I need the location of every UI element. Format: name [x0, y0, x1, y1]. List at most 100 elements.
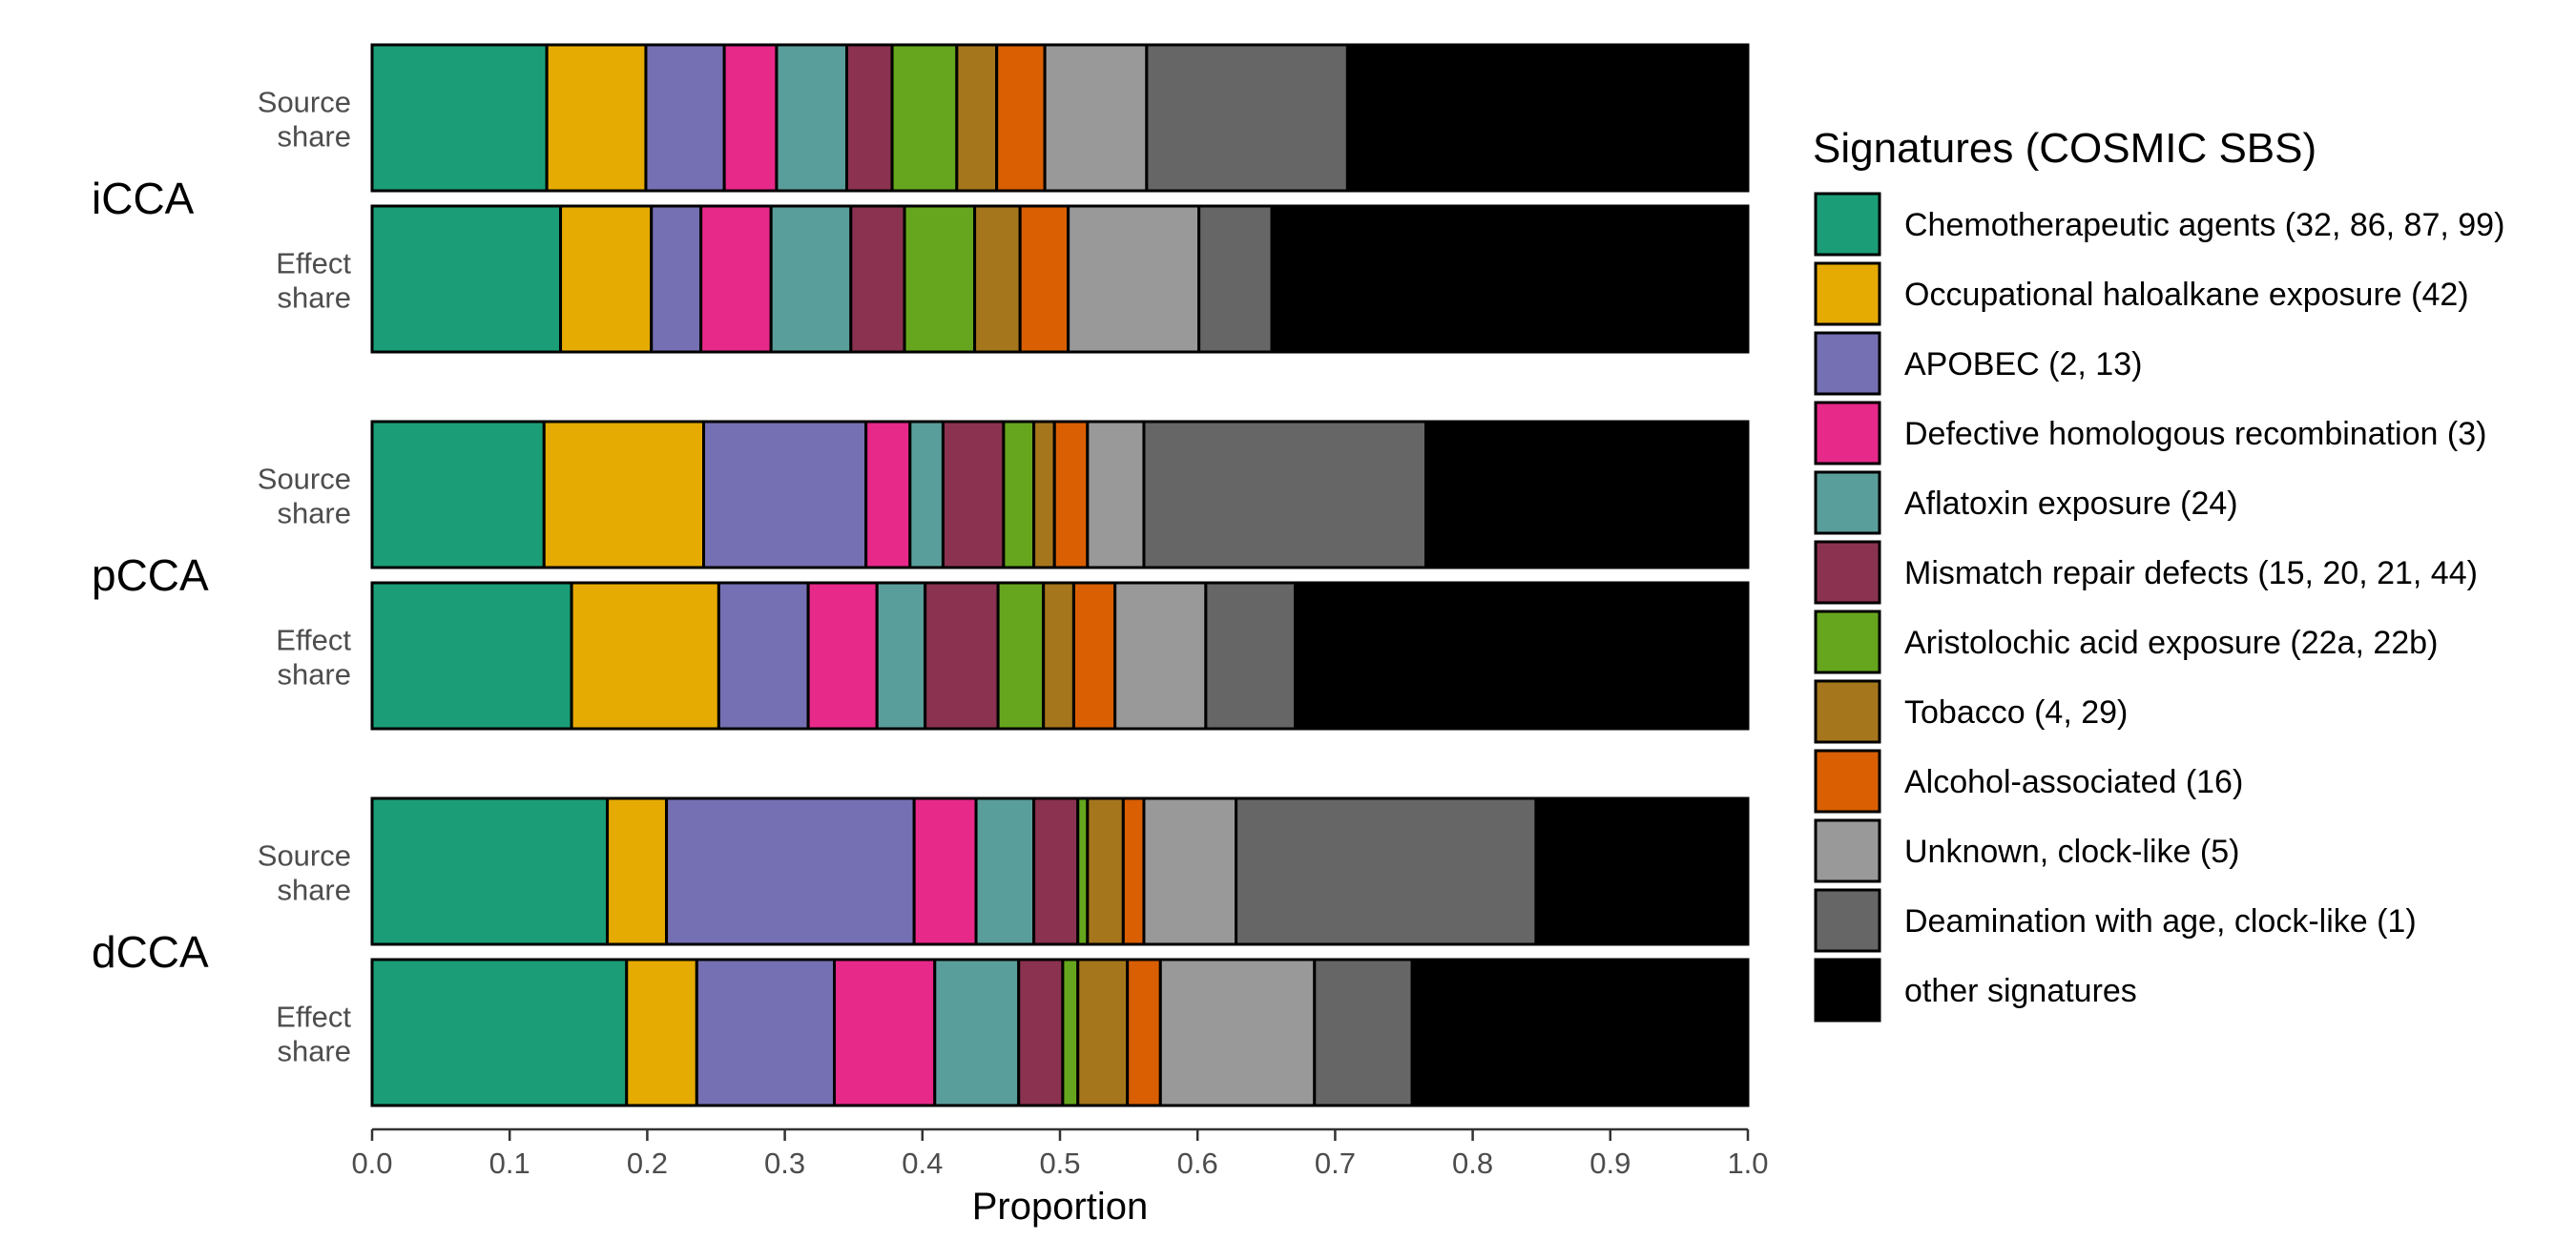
bar-segment-dcca-effect-4 [933, 958, 1021, 1107]
bar-segment-pcca-source-0 [370, 420, 546, 569]
legend-label: Chemotherapeutic agents (32, 86, 87, 99) [1904, 207, 2504, 243]
bar-segment-icca-effect-4 [769, 204, 853, 354]
bar-segment-icca-effect-10 [1197, 204, 1274, 354]
bar-segment-icca-source-8 [995, 43, 1047, 193]
legend: Signatures (COSMIC SBS) Chemotherapeutic… [1813, 125, 2504, 1023]
x-tick-label: 0.4 [902, 1147, 943, 1180]
bar-segment-pcca-source-3 [864, 420, 912, 569]
legend-swatch [1814, 610, 1881, 674]
bar-segment-pcca-source-11 [1424, 420, 1750, 569]
x-tick-label: 0.3 [764, 1147, 805, 1180]
bar-segment-dcca-source-7 [1086, 796, 1125, 946]
bar-segment-pcca-source-4 [908, 420, 945, 569]
legend-swatch [1814, 470, 1881, 535]
bar-segment-pcca-source-6 [1002, 420, 1036, 569]
bar-segment-icca-effect-0 [370, 204, 563, 354]
row-label-dcca-effect-line1: share [277, 1035, 351, 1068]
bar-segment-dcca-source-6 [1076, 796, 1090, 946]
bar-segment-icca-effect-8 [1018, 204, 1070, 354]
legend-label: Mismatch repair defects (15, 20, 21, 44) [1904, 555, 2478, 591]
bar-segment-icca-source-9 [1043, 43, 1149, 193]
legend-swatch [1814, 818, 1881, 883]
bar-segment-icca-effect-3 [699, 204, 773, 354]
x-tick-label: 0.9 [1589, 1147, 1631, 1180]
bar-segment-dcca-effect-5 [1017, 958, 1065, 1107]
bar-segment-dcca-source-8 [1121, 796, 1146, 946]
bar-segment-pcca-source-5 [941, 420, 1006, 569]
bar-segment-pcca-source-1 [542, 420, 706, 569]
bar-segment-pcca-effect-9 [1113, 581, 1208, 731]
bar-segment-pcca-source-8 [1052, 420, 1090, 569]
bar-segment-icca-effect-9 [1067, 204, 1201, 354]
legend-label: Alcohol-associated (16) [1904, 764, 2243, 800]
bar-segment-dcca-source-9 [1142, 796, 1238, 946]
legend-label: APOBEC (2, 13) [1904, 346, 2142, 382]
legend-swatch [1814, 192, 1881, 257]
group-label-icca: iCCA [92, 174, 195, 223]
bars-layer [370, 43, 1750, 1107]
group-label-dcca: dCCA [92, 927, 209, 977]
x-tick-label: 0.6 [1177, 1147, 1218, 1180]
bar-segment-pcca-effect-5 [924, 581, 1000, 731]
bar-segment-icca-effect-11 [1270, 204, 1750, 354]
bar-segment-dcca-effect-9 [1158, 958, 1317, 1107]
legend-swatch [1814, 540, 1881, 605]
bar-segment-icca-source-6 [890, 43, 959, 193]
bar-segment-dcca-source-2 [665, 796, 916, 946]
row-label-pcca-source-line0: Source [258, 463, 351, 496]
bar-segment-icca-effect-1 [559, 204, 654, 354]
x-axis: 0.0 0.1 0.2 0.3 0.4 0.5 0.6 0.7 0.8 0.9 1.0 [351, 1127, 1769, 1180]
legend-label: Deamination with age, clock-like (1) [1904, 903, 2417, 940]
bar-segment-pcca-effect-2 [717, 581, 810, 731]
legend-label: Aflatoxin exposure (24) [1904, 486, 2238, 522]
row-label-pcca-effect-line1: share [277, 658, 351, 692]
legend-swatch [1814, 679, 1881, 744]
legend-swatch [1814, 331, 1881, 396]
legend-title: Signatures (COSMIC SBS) [1813, 125, 2316, 172]
bar-segment-dcca-source-5 [1032, 796, 1080, 946]
x-tick-label: 0.2 [627, 1147, 668, 1180]
bar-segment-dcca-source-4 [974, 796, 1036, 946]
bar-segment-icca-source-3 [722, 43, 779, 193]
bar-segment-icca-effect-6 [903, 204, 977, 354]
bar-segment-icca-source-2 [644, 43, 726, 193]
bar-segment-pcca-effect-0 [370, 581, 573, 731]
x-tick-label: 0.8 [1452, 1147, 1493, 1180]
bar-segment-icca-source-10 [1145, 43, 1349, 193]
bar-segment-icca-source-1 [545, 43, 648, 193]
bar-segment-dcca-effect-8 [1126, 958, 1162, 1107]
bar-segment-dcca-effect-2 [695, 958, 837, 1107]
legend-label: Aristolochic acid exposure (22a, 22b) [1904, 625, 2438, 661]
row-label-icca-effect-line0: Effect [276, 247, 351, 280]
bar-segment-dcca-effect-10 [1313, 958, 1414, 1107]
row-label-dcca-source-line0: Source [258, 839, 351, 873]
x-tick-label: 1.0 [1727, 1147, 1768, 1180]
bar-segment-pcca-source-10 [1142, 420, 1428, 569]
bar-segment-pcca-effect-7 [1042, 581, 1075, 731]
bar-segment-dcca-effect-11 [1410, 958, 1750, 1107]
bar-segment-dcca-effect-0 [370, 958, 629, 1107]
bar-segment-pcca-source-7 [1032, 420, 1056, 569]
legend-swatch [1814, 401, 1881, 465]
row-label-dcca-effect-line0: Effect [276, 1001, 351, 1034]
x-tick-label: 0.0 [351, 1147, 392, 1180]
x-axis-title: Proportion [972, 1186, 1149, 1228]
row-label-icca-source-line0: Source [258, 86, 351, 119]
bar-segment-dcca-effect-6 [1061, 958, 1080, 1107]
row-label-pcca-effect-line0: Effect [276, 624, 351, 657]
bar-segment-icca-source-5 [844, 43, 894, 193]
legend-label: Defective homologous recombination (3) [1904, 416, 2486, 452]
row-labels-layer: SourceshareEffectshareSourceshareEffects… [258, 86, 352, 1068]
row-label-pcca-source-line1: share [277, 497, 351, 530]
bar-segment-dcca-effect-1 [625, 958, 698, 1107]
row-label-icca-source-line1: share [277, 120, 351, 154]
bar-segment-dcca-source-0 [370, 796, 610, 946]
x-tick-label: 0.5 [1039, 1147, 1080, 1180]
bar-segment-dcca-source-1 [606, 796, 669, 946]
row-label-dcca-source-line1: share [277, 874, 351, 907]
bar-segment-pcca-effect-8 [1071, 581, 1117, 731]
legend-swatch [1814, 261, 1881, 326]
bar-segment-pcca-effect-10 [1204, 581, 1298, 731]
bar-segment-pcca-source-9 [1086, 420, 1146, 569]
